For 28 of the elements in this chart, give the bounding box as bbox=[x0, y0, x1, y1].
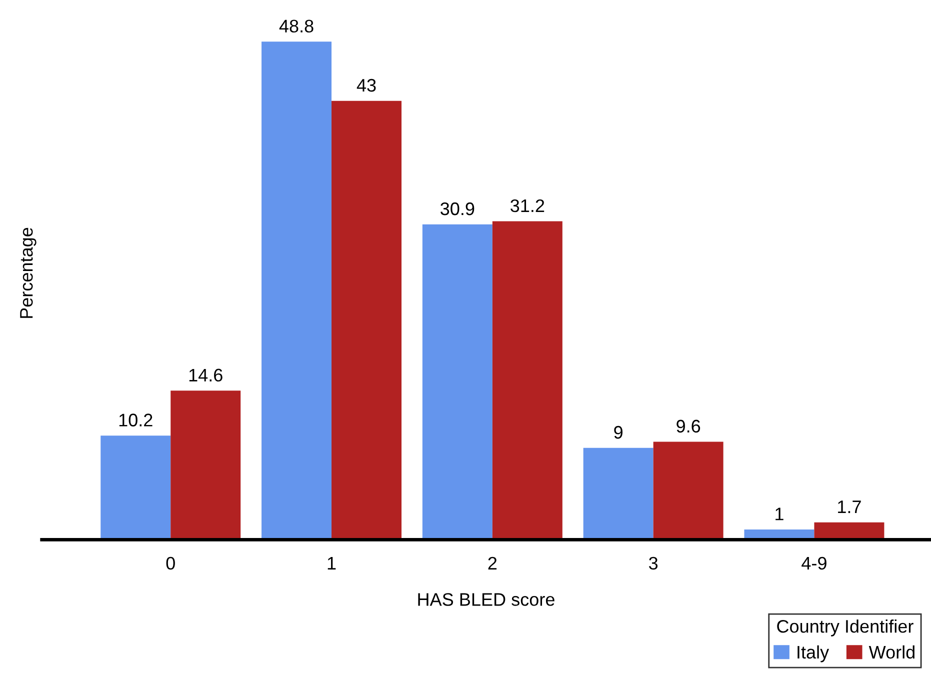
y-axis-title: Percentage bbox=[20, 228, 36, 318]
legend-label: World bbox=[868, 645, 914, 659]
bar bbox=[332, 100, 402, 540]
data-label: 30.9 bbox=[440, 202, 474, 216]
data-label: 43 bbox=[356, 78, 376, 92]
data-label: 1.7 bbox=[838, 500, 861, 514]
bar bbox=[170, 390, 241, 540]
bar bbox=[653, 442, 724, 540]
x-tick-label: 4-9 bbox=[802, 556, 826, 570]
x-tick-label: 3 bbox=[648, 556, 658, 570]
data-label: 14.6 bbox=[189, 368, 222, 382]
x-tick-label: 2 bbox=[488, 556, 497, 570]
data-label: 1 bbox=[776, 508, 784, 520]
legend-title: Country Identifier bbox=[777, 620, 914, 636]
bar bbox=[583, 448, 654, 540]
x-tick-label: 0 bbox=[166, 556, 175, 570]
x-tick-label: 1 bbox=[328, 557, 336, 570]
data-label: 48.8 bbox=[279, 20, 314, 33]
data-label: 10.2 bbox=[119, 414, 152, 426]
bar bbox=[492, 221, 562, 540]
x-axis-title: HAS BLED score bbox=[418, 593, 554, 606]
data-label: 9.6 bbox=[676, 420, 700, 433]
bar bbox=[100, 436, 171, 540]
data-label: 31.2 bbox=[510, 199, 544, 212]
data-label: 9 bbox=[614, 426, 622, 439]
legend-label: Italy bbox=[798, 645, 830, 662]
bar bbox=[262, 42, 332, 540]
bar bbox=[422, 224, 492, 540]
